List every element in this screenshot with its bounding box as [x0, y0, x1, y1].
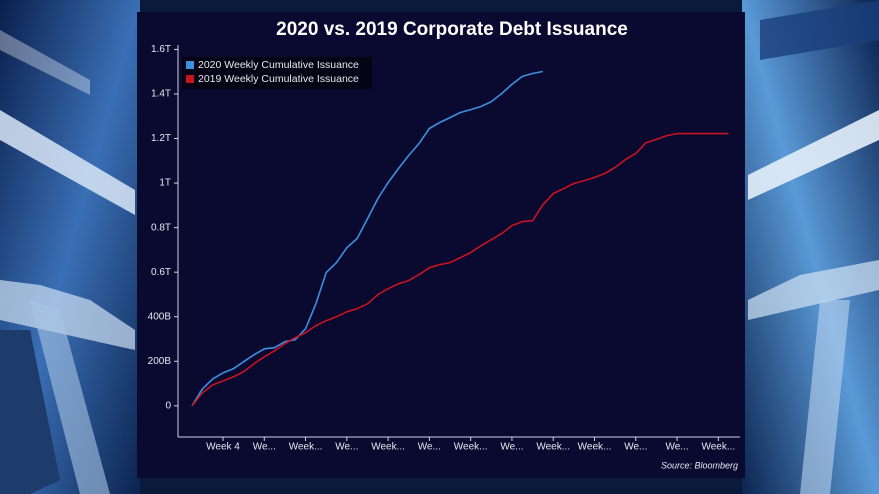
x-tick-label: We...	[624, 442, 647, 453]
source-note: Source: Bloomberg	[661, 460, 738, 470]
y-tick-label: 1.6T	[151, 44, 171, 55]
x-tick-label: We...	[500, 442, 523, 453]
series-line	[191, 70, 544, 407]
y-tick-label: 400B	[148, 311, 172, 322]
y-tick-label: 1.4T	[151, 89, 171, 100]
y-tick-label: 0	[165, 400, 171, 411]
x-tick-label: Week...	[701, 442, 735, 453]
x-tick-label: Week...	[578, 442, 612, 453]
chart-title: 2020 vs. 2019 Corporate Debt Issuance	[276, 19, 628, 40]
y-tick-label: 1.2T	[151, 133, 171, 144]
legend-label: 2019 Weekly Cumulative Issuance	[198, 73, 359, 85]
x-tick-label: We...	[253, 442, 276, 453]
x-tick-label: Week...	[371, 442, 405, 453]
legend-swatch	[186, 75, 194, 83]
x-tick-label: Week...	[536, 442, 570, 453]
y-tick-label: 200B	[148, 356, 172, 367]
y-tick-label: 0.6T	[151, 267, 171, 278]
legend-label: 2020 Weekly Cumulative Issuance	[198, 59, 359, 71]
x-tick-label: Week...	[289, 442, 323, 453]
legend-box	[182, 57, 372, 89]
legend-swatch	[186, 61, 194, 69]
y-tick-label: 0.8T	[151, 222, 171, 233]
series-line	[191, 132, 729, 407]
x-tick-label: We...	[335, 442, 358, 453]
x-tick-label: We...	[665, 442, 688, 453]
x-tick-label: Week...	[454, 442, 488, 453]
x-tick-label: We...	[418, 442, 441, 453]
chart-panel	[137, 12, 745, 478]
x-tick-label: Week 4	[206, 442, 240, 453]
y-tick-label: 1T	[159, 178, 171, 189]
